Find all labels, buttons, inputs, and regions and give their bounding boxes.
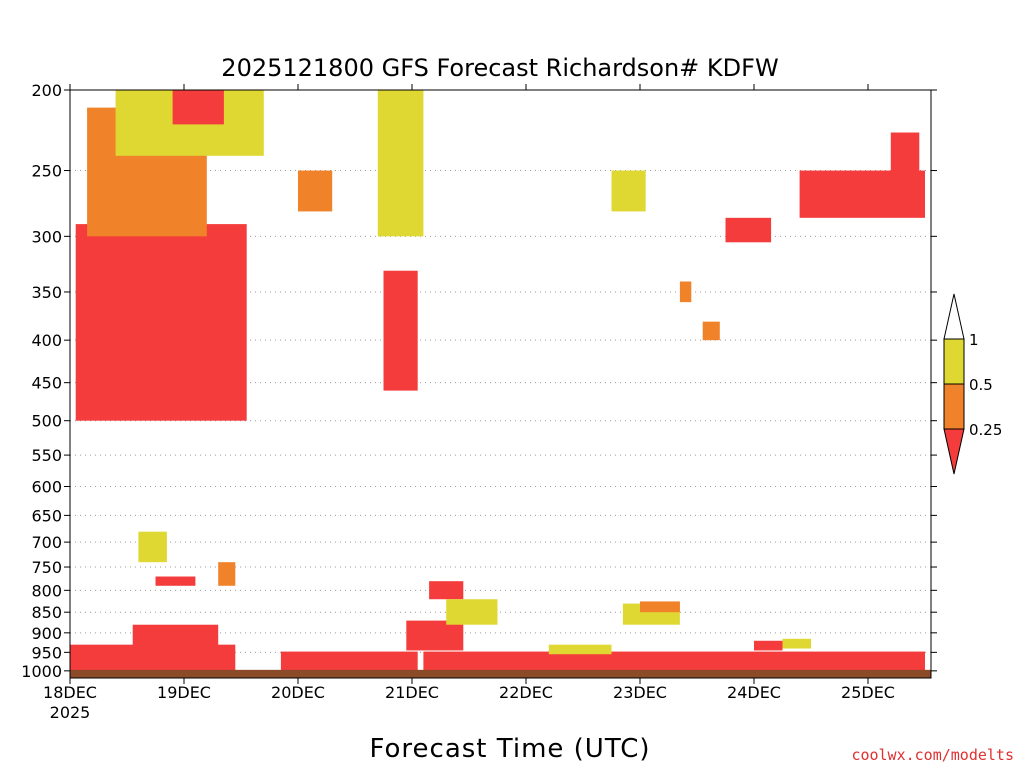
ri-cell — [702, 321, 720, 341]
ri-cell — [377, 90, 424, 237]
ri-cell — [799, 170, 925, 218]
ri-cell — [725, 217, 772, 243]
ri-cell — [383, 270, 418, 391]
y-tick-label: 800 — [31, 581, 62, 600]
y-axis-ticks: 200 250 300 350 400 450 500 550 600 650 700 750 800 8… — [21, 81, 937, 681]
x-axis-ticks: 18DEC 19DEC 20DEC 21DEC 22DEC 23DEC 24DEC 25DEC — [43, 84, 895, 702]
richardson-cells — [70, 90, 925, 671]
y-tick-label: 600 — [31, 477, 62, 496]
y-tick-label: 300 — [31, 227, 62, 246]
legend-label: 1 — [969, 331, 979, 349]
x-tick-label: 25DEC — [841, 683, 895, 702]
x-tick-label: 19DEC — [157, 683, 211, 702]
y-tick-label: 200 — [31, 81, 62, 100]
plot-frame — [69, 89, 932, 679]
ri-cell — [548, 644, 612, 655]
y-tick-label: 950 — [31, 643, 62, 662]
colorbar-legend: 1 0.5 0.25 — [943, 293, 1002, 475]
ri-cell — [138, 531, 167, 563]
y-tick-label: 750 — [31, 558, 62, 577]
y-tick-label: 900 — [31, 624, 62, 643]
y-tick-label: 700 — [31, 533, 62, 552]
ri-cell — [890, 132, 920, 178]
x-tick-label: 24DEC — [727, 683, 781, 702]
legend-cap-bottom — [943, 428, 965, 475]
ri-cell — [679, 281, 692, 303]
x-tick-label: 20DEC — [271, 683, 325, 702]
credit-text: coolwx.com/modelts — [851, 746, 1014, 764]
y-tick-label: 250 — [31, 162, 62, 181]
legend-cap-top — [943, 293, 965, 340]
chart-title: 2025121800 GFS Forecast Richardson# KDFW — [221, 54, 778, 82]
ri-cell — [446, 599, 498, 625]
ri-cell — [754, 640, 783, 651]
ri-cell — [782, 638, 811, 649]
y-tick-label: 850 — [31, 603, 62, 622]
ri-cell — [429, 581, 464, 600]
ri-cell — [218, 562, 236, 586]
ground-layer — [70, 669, 931, 678]
ri-cell — [611, 170, 646, 212]
y-tick-label: 450 — [31, 374, 62, 393]
x-axis-year: 2025 — [50, 703, 91, 722]
x-axis-title: Forecast Time (UTC) — [369, 734, 650, 764]
y-tick-label: 650 — [31, 506, 62, 525]
ri-cell — [640, 601, 680, 613]
x-tick-label: 21DEC — [385, 683, 439, 702]
ri-cell — [406, 620, 464, 651]
ri-cell — [280, 651, 418, 671]
y-tick-label: 550 — [31, 446, 62, 465]
legend-bin-yellow — [943, 338, 965, 385]
y-tick-label: 400 — [31, 331, 62, 350]
y-tick-label: 350 — [31, 283, 62, 302]
ri-cell — [155, 576, 196, 586]
ri-cell — [75, 224, 247, 421]
x-tick-label: 22DEC — [499, 683, 553, 702]
ri-cell — [132, 624, 219, 657]
x-tick-label: 23DEC — [613, 683, 667, 702]
y-tick-label: 500 — [31, 412, 62, 431]
x-tick-label: 18DEC — [43, 683, 97, 702]
legend-label: 0.5 — [969, 376, 993, 394]
ri-cell — [423, 651, 925, 671]
legend-bin-orange — [943, 383, 965, 430]
legend-label: 0.25 — [969, 421, 1002, 439]
y-tick-label: 1000 — [21, 662, 62, 681]
ri-cell — [172, 90, 224, 125]
ri-cell — [298, 170, 333, 212]
